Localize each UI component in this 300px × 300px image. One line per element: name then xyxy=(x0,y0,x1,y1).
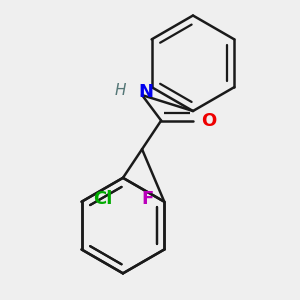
Text: F: F xyxy=(141,190,153,208)
Text: H: H xyxy=(115,83,126,98)
Text: Cl: Cl xyxy=(93,190,112,208)
Text: O: O xyxy=(201,112,216,130)
Text: N: N xyxy=(139,83,154,101)
